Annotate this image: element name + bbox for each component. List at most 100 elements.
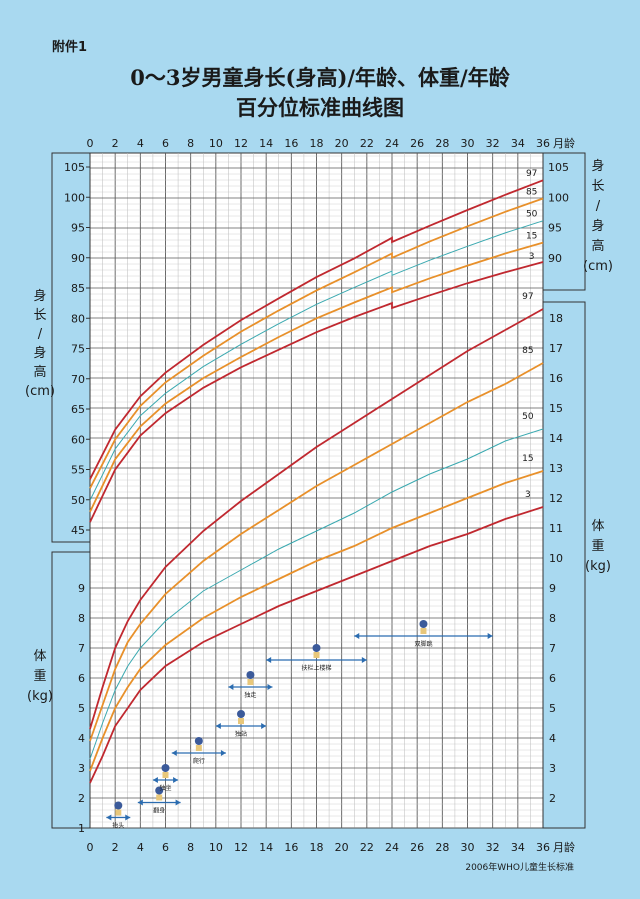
- length-tick-label-left: 75: [71, 343, 85, 356]
- x-tick-label-bottom: 24: [385, 841, 399, 854]
- length-tick-label-left: 60: [71, 433, 85, 446]
- length-tick-label-left: 70: [71, 373, 85, 386]
- weight-tick-label-right: 5: [549, 702, 556, 715]
- x-tick-label-top: 2: [112, 137, 119, 150]
- milestone-figure-body: [115, 809, 122, 816]
- x-tick-label-bottom: 28: [435, 841, 449, 854]
- length-axis-label-left: 身: [33, 345, 46, 361]
- x-tick-label-bottom: 20: [335, 841, 349, 854]
- x-tick-label-bottom: 12: [234, 841, 248, 854]
- milestone-arrow-left: [137, 799, 143, 806]
- milestone-figure-body: [238, 718, 244, 724]
- milestone-label: 独走: [244, 691, 256, 699]
- length-axis-label-right: (cm): [583, 259, 613, 274]
- weight-tick-label-right: 14: [549, 432, 563, 445]
- length-tick-label-left: 100: [64, 191, 85, 204]
- length-tick-label-left: 90: [71, 252, 85, 265]
- x-tick-label-bottom: 26: [410, 841, 424, 854]
- weight-axis-label-right: (kg): [585, 559, 611, 574]
- milestone-arrow-right: [267, 684, 273, 690]
- weight-tick-label-right: 16: [549, 372, 563, 385]
- weight-tick-label-right: 18: [549, 312, 563, 325]
- x-tick-label-bottom: 6: [162, 841, 169, 854]
- weight-curve-p3: [89, 506, 544, 784]
- milestone-figure-body: [162, 772, 169, 778]
- x-tick-label-bottom: 22: [360, 841, 374, 854]
- x-tick-label-bottom: 10: [209, 841, 223, 854]
- milestone-figure-icon: [155, 786, 164, 795]
- length-tick-label-right: 95: [548, 222, 562, 235]
- length-axis-label-right: 身: [591, 218, 604, 234]
- milestone-arrow-left: [266, 657, 272, 663]
- x-tick-label-top: 6: [162, 137, 169, 150]
- milestone-label: 翻身: [153, 807, 165, 815]
- length-axis-label-left: (cm): [25, 384, 55, 399]
- milestone-figure-body: [195, 745, 202, 751]
- milestone-figure-icon: [419, 620, 428, 628]
- chart-title: 0～3岁男童身长(身高)/年龄、体重/年龄: [130, 65, 510, 90]
- length-tick-label-right: 90: [548, 252, 562, 265]
- milestone-arrow-right: [487, 633, 493, 639]
- weight-tick-label-right: 11: [549, 522, 563, 535]
- x-tick-label-bottom: 14: [259, 841, 273, 854]
- x-tick-label-bottom: 2: [112, 841, 119, 854]
- milestone-figure-icon: [114, 801, 123, 810]
- x-tick-label-top: 10: [209, 137, 223, 150]
- milestone-figure-body: [420, 628, 427, 634]
- length-curve-p3: [89, 261, 544, 523]
- milestone-figure-body: [313, 652, 320, 658]
- milestone-label: 抬头: [112, 822, 124, 830]
- x-tick-label-top: 8: [187, 137, 194, 150]
- x-tick-label-bottom: 30: [461, 841, 475, 854]
- attachment-label: 附件1: [52, 40, 88, 55]
- length-axis-panel-right: [542, 152, 586, 291]
- weight-axis-label-right: 体: [591, 519, 604, 534]
- weight-tick-label-right: 15: [549, 402, 563, 415]
- milestone-figure-body: [156, 794, 163, 801]
- weight-tick-label-left: 1: [78, 822, 85, 835]
- milestone-arrow-right: [361, 657, 367, 663]
- length-axis-label-right: 身: [591, 158, 604, 174]
- length-axis-label-left: 高: [33, 364, 46, 380]
- milestone-label: 独站: [235, 730, 247, 738]
- weight-tick-label-right: 13: [549, 462, 563, 475]
- x-tick-label-top: 28: [435, 137, 449, 150]
- length-tick-label-left: 80: [71, 312, 85, 325]
- x-tick-label-top: 26: [410, 137, 424, 150]
- length-curve-label: 97: [526, 169, 537, 179]
- milestone-arrow-left: [354, 633, 360, 639]
- weight-axis-label-left: 重: [33, 668, 46, 684]
- weight-tick-label-left: 7: [78, 642, 85, 655]
- weight-axis-label-right: 重: [591, 538, 604, 554]
- length-curve-p15: [89, 241, 544, 513]
- weight-curve-label: 15: [522, 454, 533, 464]
- milestone-arrow-left: [215, 723, 221, 729]
- milestone-label: 爬行: [193, 757, 205, 765]
- milestone-arrow-right: [175, 799, 181, 806]
- weight-tick-label-right: 10: [549, 552, 563, 565]
- weight-tick-label-right: 6: [549, 672, 556, 685]
- x-axis-label-bottom: 月龄: [553, 840, 575, 854]
- weight-axis-panel-right: [542, 301, 586, 829]
- x-tick-label-top: 34: [511, 137, 525, 150]
- weight-curve-p15: [89, 470, 544, 772]
- length-tick-label-left: 105: [64, 161, 85, 174]
- source-note: 2006年WHO儿童生长标准: [465, 863, 574, 873]
- weight-tick-label-right: 9: [549, 582, 556, 595]
- length-curve-label: 50: [526, 210, 538, 220]
- length-axis-label-right: 高: [591, 238, 604, 254]
- x-tick-label-top: 16: [284, 137, 298, 150]
- weight-tick-label-right: 17: [549, 342, 563, 355]
- length-tick-label-left: 55: [71, 464, 85, 477]
- length-curve-label: 3: [529, 252, 535, 262]
- weight-curve-p50: [89, 428, 544, 760]
- weight-curve-p97: [89, 308, 544, 730]
- weight-tick-label-right: 2: [549, 792, 556, 805]
- x-tick-label-top: 4: [137, 137, 144, 150]
- x-tick-label-top: 24: [385, 137, 399, 150]
- length-tick-label-left: 85: [71, 282, 85, 295]
- milestone-figure-icon: [312, 644, 321, 652]
- milestone-figure-icon: [237, 710, 245, 718]
- milestone-figure-icon: [246, 671, 255, 679]
- milestone-arrow-right: [261, 723, 267, 729]
